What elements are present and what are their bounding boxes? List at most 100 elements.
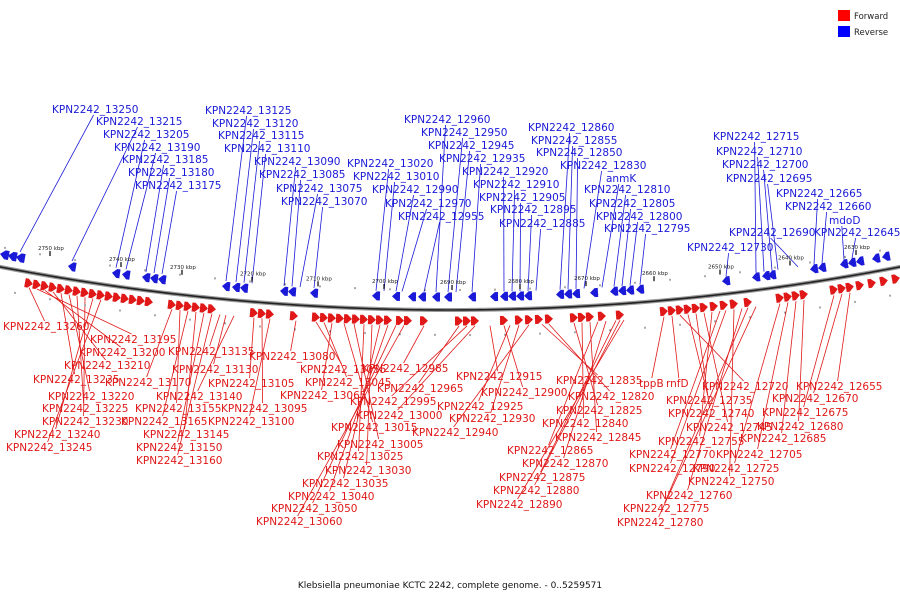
reverse-leader-line: [567, 145, 573, 290]
forward-gene-label: KPN2242_13050: [271, 503, 357, 515]
forward-gene-label: KPN2242_13150: [136, 442, 222, 454]
forward-leader-line: [664, 307, 749, 504]
forward-gene-arrow: [597, 311, 606, 321]
reverse-gene-label: KPN2242_12830: [560, 160, 646, 172]
reverse-leader-line: [821, 211, 827, 264]
reverse-gene-label: KPN2242_13205: [103, 129, 189, 141]
reverse-gene-arrow: [280, 286, 289, 296]
reverse-gene-label: KPN2242_13185: [122, 154, 208, 166]
forward-gene-label: KPN2242_12670: [772, 393, 858, 405]
reverse-leader-line: [841, 225, 845, 260]
reverse-gene-label: KPN2242_12960: [404, 114, 490, 126]
reverse-gene-label: KPN2242_12730: [687, 242, 773, 254]
reverse-gene-label: KPN2242_13115: [218, 130, 304, 142]
forward-gene-label: KPN2242_12880: [493, 485, 579, 497]
forward-gene-arrow: [454, 316, 463, 326]
forward-gene-label: KPN2242_12780: [617, 517, 703, 529]
forward-leader-line: [213, 314, 227, 365]
reverse-leader-line: [71, 126, 138, 262]
forward-gene-arrow: [544, 314, 553, 324]
forward-gene-arrow: [659, 306, 668, 317]
reverse-gene-label: KPN2242_13190: [114, 142, 200, 154]
reverse-gene-arrow: [408, 292, 417, 302]
reverse-gene-label: KPN2242_12810: [584, 184, 670, 196]
forward-leader-line: [581, 322, 584, 419]
reverse-leader-line: [559, 132, 570, 290]
forward-gene-label: KPN2242_13220: [48, 391, 134, 403]
reverse-gene-arrow: [8, 251, 18, 262]
forward-leader-line: [403, 325, 425, 364]
forward-gene-label: KPN2242_12725: [693, 463, 779, 475]
forward-leader-line: [76, 295, 84, 404]
reverse-gene-arrow: [848, 257, 857, 267]
forward-leader-line: [687, 308, 743, 491]
forward-gene-arrow: [855, 280, 864, 291]
forward-leader-line: [658, 306, 757, 518]
forward-gene-label: KPN2242_12870: [522, 458, 608, 470]
forward-gene-arrow: [791, 291, 800, 301]
forward-gene-label: KPN2242_13030: [325, 465, 411, 477]
reverse-leader-line: [763, 169, 773, 271]
reverse-leader-line: [511, 189, 515, 292]
reverse-gene-arrow: [111, 269, 121, 279]
reverse-gene-label: KPN2242_12955: [398, 211, 484, 223]
forward-leader-line: [184, 311, 197, 430]
reverse-gene-label: KPN2242_13020: [347, 158, 433, 170]
forward-gene-arrow: [175, 300, 184, 310]
forward-leader-line: [60, 293, 75, 375]
forward-gene-label: KPN2242_13165: [121, 416, 207, 428]
forward-gene-label: KPN2242_12890: [476, 499, 562, 511]
forward-leader-line: [177, 313, 213, 456]
forward-gene-arrow: [534, 314, 543, 324]
reverse-gene-label: KPN2242_13175: [135, 180, 221, 192]
reverse-gene-label: KPN2242_12855: [531, 135, 617, 147]
forward-gene-label: KPN2242_12775: [623, 503, 709, 515]
forward-gene-arrow: [56, 283, 65, 294]
forward-leader-line: [503, 325, 523, 388]
forward-gene-arrow: [775, 293, 784, 303]
forward-gene-arrow: [136, 295, 145, 306]
forward-leader-line: [563, 321, 607, 459]
forward-gene-label: KPN2242_13240: [14, 429, 100, 441]
reverse-gene-label: KPN2242_12700: [722, 159, 808, 171]
reverse-leader-line: [125, 152, 156, 270]
forward-gene-arrow: [343, 314, 352, 324]
reverse-gene-label: KPN2242_13070: [281, 196, 367, 208]
reverse-gene-label: mdoD: [829, 215, 860, 227]
forward-gene-arrow: [743, 297, 752, 308]
reverse-gene-arrow: [141, 273, 151, 283]
forward-gene-label: KPN2242_12720: [702, 381, 788, 393]
forward-leader-line: [798, 299, 805, 422]
forward-gene-arrow: [257, 308, 266, 318]
forward-gene-arrow: [837, 284, 846, 294]
reverse-gene-labels: KPN2242_13250KPN2242_13215KPN2242_13205K…: [52, 104, 900, 254]
forward-leader-line: [453, 324, 530, 428]
forward-gene-label: KPN2242_13230: [42, 416, 128, 428]
reverse-gene-arrow: [625, 285, 635, 295]
reverse-gene-label: KPN2242_13250: [52, 104, 138, 116]
reverse-gene-arrow: [881, 251, 891, 261]
forward-leader-line: [573, 322, 598, 406]
reverse-leader-line: [395, 194, 414, 292]
forward-gene-arrow: [144, 296, 153, 307]
reverse-leader-line: [235, 128, 254, 282]
forward-gene-arrow: [719, 300, 728, 311]
forward-gene-arrow: [867, 278, 876, 289]
forward-leader-line: [589, 322, 597, 433]
reverse-gene-label: KPN2242_12910: [473, 179, 559, 191]
forward-gene-label: KPN2242_13095: [221, 403, 307, 415]
reverse-leader-line: [519, 202, 521, 292]
forward-gene-label: KPN2242_13140: [156, 391, 242, 403]
forward-gene-arrow: [891, 274, 900, 284]
forward-gene-label: KPN2242_12685: [740, 433, 826, 445]
forward-leader-line: [534, 319, 621, 486]
forward-gene-arrow: [879, 276, 888, 287]
legend: Forward Reverse: [838, 10, 888, 38]
reverse-gene-arrow: [157, 275, 167, 285]
forward-leader-line: [47, 299, 102, 443]
reverse-gene-label: KPN2242_13010: [353, 171, 439, 183]
forward-gene-label: KPN2242_12745: [686, 422, 772, 434]
forward-leader-line: [55, 298, 94, 430]
forward-leader-line: [321, 322, 333, 391]
